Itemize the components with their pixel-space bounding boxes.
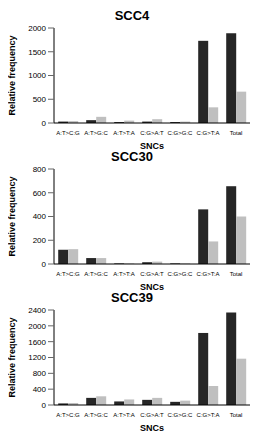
svg-text:C:G>G:C: C:G>G:C [168, 130, 194, 136]
svg-text:600: 600 [33, 189, 47, 198]
html-text:SCC39: SCC39 [111, 290, 153, 305]
svg-text:SNCs: SNCs [140, 423, 164, 431]
svg-text:1000: 1000 [28, 71, 46, 80]
svg-text:1200: 1200 [28, 353, 46, 362]
html-text:SCC30: SCC30 [111, 149, 153, 164]
svg-text:SNCs: SNCs [140, 141, 164, 149]
svg-text:A:T>T:A: A:T>T:A [113, 271, 135, 277]
svg-text:Total: Total [230, 271, 243, 277]
svg-text:0: 0 [42, 260, 47, 269]
svg-text:800: 800 [33, 165, 47, 174]
svg-text:A:T>T:A: A:T>T:A [113, 412, 135, 418]
svg-text:Relative frequency: Relative frequency [8, 317, 17, 397]
svg-text:1600: 1600 [28, 338, 46, 347]
svg-text:A:T>C:G: A:T>C:G [56, 271, 80, 277]
svg-text:Relative frequency: Relative frequency [8, 35, 17, 115]
svg-text:C:G>T:A: C:G>T:A [197, 271, 220, 277]
svg-text:SNCs: SNCs [140, 282, 164, 290]
svg-text:800: 800 [33, 369, 47, 378]
svg-text:0: 0 [42, 401, 47, 410]
svg-text:500: 500 [33, 95, 47, 104]
svg-text:200: 200 [33, 236, 47, 245]
svg-text:C:G>G:C: C:G>G:C [168, 412, 194, 418]
svg-text:2400: 2400 [28, 306, 46, 315]
svg-text:C:G>A:T: C:G>A:T [140, 130, 164, 136]
svg-text:A:T>G:C: A:T>G:C [84, 271, 108, 277]
svg-text:C:G>A:T: C:G>A:T [140, 412, 164, 418]
svg-text:C:G>T:A: C:G>T:A [197, 130, 220, 136]
svg-text:Total: Total [230, 412, 243, 418]
svg-text:1500: 1500 [28, 48, 46, 57]
svg-text:A:T>G:C: A:T>G:C [84, 412, 108, 418]
svg-text:C:G>A:T: C:G>A:T [140, 271, 164, 277]
svg-text:400: 400 [33, 212, 47, 221]
svg-text:2000: 2000 [28, 24, 46, 33]
svg-text:A:T>C:G: A:T>C:G [56, 130, 80, 136]
html-text:SCC4: SCC4 [114, 8, 150, 23]
svg-text:A:T>G:C: A:T>G:C [84, 130, 108, 136]
svg-text:Total: Total [230, 130, 243, 136]
svg-text:A:T>T:A: A:T>T:A [113, 130, 135, 136]
svg-text:C:G>G:C: C:G>G:C [168, 271, 194, 277]
svg-text:Relative frequency: Relative frequency [8, 176, 17, 256]
svg-text:400: 400 [33, 385, 47, 394]
svg-text:A:T>C:G: A:T>C:G [56, 412, 80, 418]
svg-text:C:G>T:A: C:G>T:A [197, 412, 220, 418]
svg-text:2000: 2000 [28, 322, 46, 331]
svg-text:0: 0 [42, 119, 47, 128]
